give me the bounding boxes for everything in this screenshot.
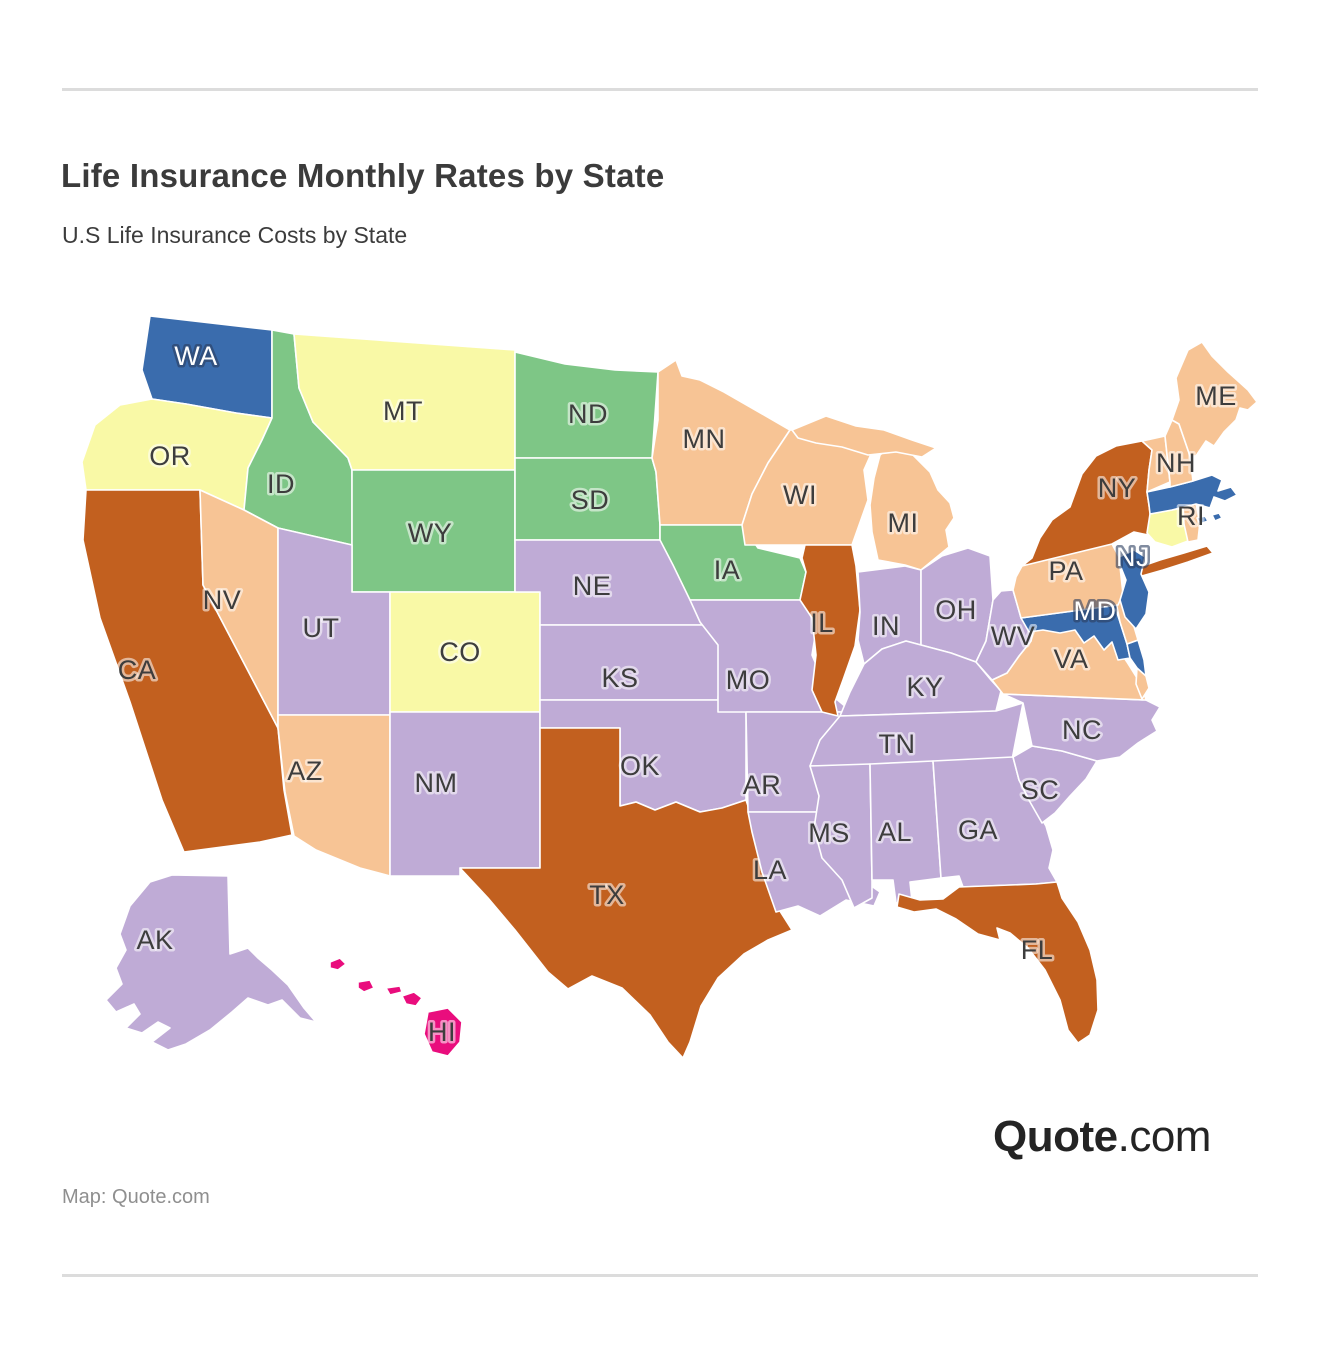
state-nc[interactable] [1002,693,1161,762]
state-hi-part2[interactable] [357,979,375,993]
state-label-id: ID [267,469,295,499]
state-label-ut: UT [303,613,340,643]
state-label-ak: AK [136,925,173,955]
state-hi-part5[interactable] [423,1007,463,1057]
state-label-ga: GA [958,815,998,845]
state-fl[interactable] [896,881,1099,1044]
state-label-or: OR [149,441,191,471]
quote-logo-domain: .com [1117,1112,1212,1161]
state-label-ny: NY [1098,473,1137,503]
state-label-co: CO [439,637,481,667]
state-label-ms: MS [808,818,850,848]
state-label-mn: MN [683,424,726,454]
state-ny-part2[interactable] [1136,545,1214,577]
state-ma-part2[interactable] [1196,515,1209,525]
state-label-me: ME [1195,381,1237,411]
state-label-il: IL [810,608,834,638]
state-label-ne: NE [573,571,612,601]
state-ma-part3[interactable] [1211,512,1223,522]
state-label-nc: NC [1062,715,1102,745]
bottom-divider [62,1274,1258,1277]
state-label-tn: TN [879,729,916,759]
state-label-ri: RI [1177,501,1205,531]
state-me[interactable] [1171,341,1258,457]
state-label-pa: PA [1048,556,1083,586]
state-label-sc: SC [1021,775,1060,805]
state-label-ar: AR [743,770,782,800]
state-mi-part2[interactable] [791,415,937,458]
map-attribution: Map: Quote.com [62,1186,210,1208]
state-label-mo: MO [726,665,771,695]
state-label-nd: ND [568,399,608,429]
state-label-al: AL [878,817,912,847]
state-hi[interactable] [329,957,347,971]
state-label-nv: NV [203,585,242,615]
state-label-ca: CA [118,655,157,685]
state-hi-part4[interactable] [401,991,423,1007]
state-nm[interactable] [389,711,541,877]
state-label-wy: WY [408,518,453,548]
top-divider [62,88,1258,91]
state-label-nh: NH [1156,448,1196,478]
state-ma[interactable] [1146,474,1238,515]
state-pa[interactable] [1012,543,1124,619]
state-label-fl: FL [1021,935,1054,965]
page-subtitle: U.S Life Insurance Costs by State [62,222,408,248]
state-label-az: AZ [287,756,323,786]
state-label-md: MD [1074,596,1117,626]
state-label-wv: WV [991,621,1036,651]
state-label-wa: WA [174,341,218,371]
state-label-nj: NJ [1116,542,1150,572]
state-label-ia: IA [714,555,741,585]
state-label-hi: HI [428,1017,456,1047]
state-ak[interactable] [105,874,317,1051]
state-label-ok: OK [620,751,660,781]
state-label-ky: KY [906,672,943,702]
state-nj[interactable] [1118,549,1150,630]
state-label-tx: TX [589,880,625,910]
page-title: Life Insurance Monthly Rates by State [61,157,665,194]
state-label-mi: MI [888,508,919,538]
quote-logo-bold: Quote [993,1112,1118,1161]
state-label-nm: NM [415,768,458,798]
state-label-wi: WI [783,480,817,510]
state-label-in: IN [872,611,900,641]
state-label-la: LA [753,855,787,885]
state-tx[interactable] [459,727,793,1059]
state-hi-part3[interactable] [385,985,403,996]
quote-logo: Quote.com [993,1112,1211,1162]
state-label-sd: SD [571,485,610,515]
state-az[interactable] [277,714,391,877]
state-label-va: VA [1053,644,1088,674]
state-label-oh: OH [935,595,977,625]
state-label-ks: KS [601,663,638,693]
state-label-mt: MT [383,396,423,426]
